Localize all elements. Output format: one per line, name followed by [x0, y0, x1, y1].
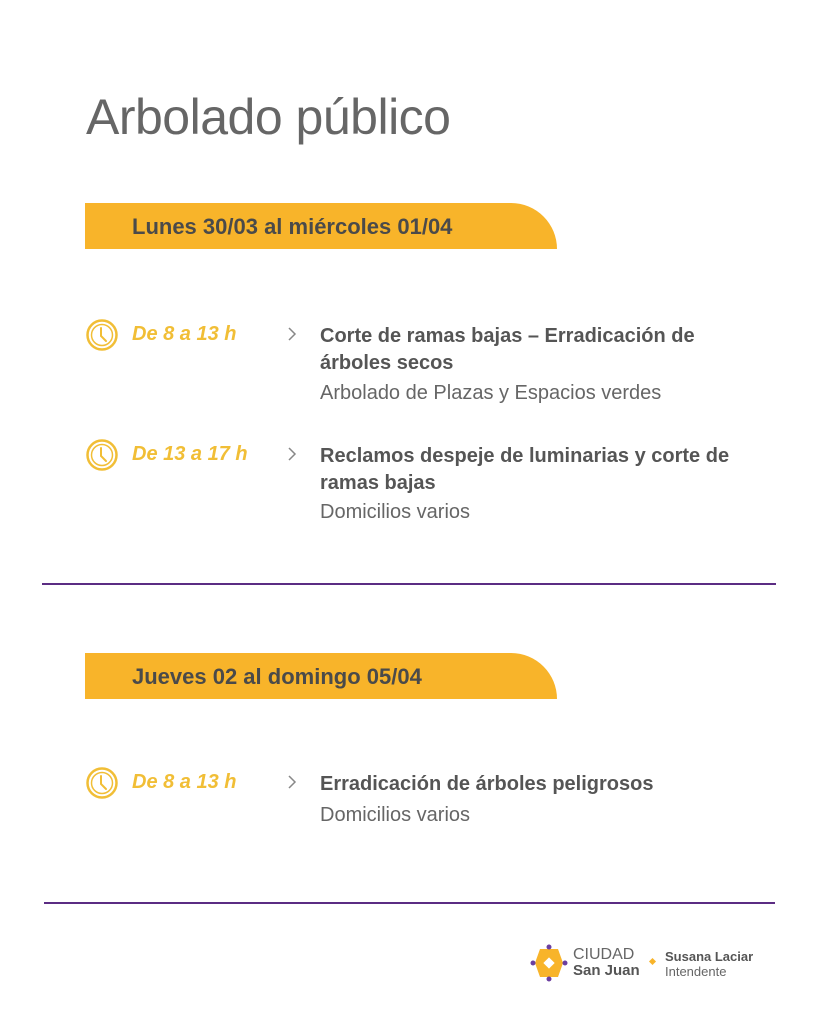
section-heading-banner: Lunes 30/03 al miércoles 01/04: [85, 203, 557, 249]
official-name: Susana Laciar: [665, 949, 754, 964]
section-heading: Jueves 02 al domingo 05/04: [132, 664, 422, 689]
task-location: Domicilios varios: [320, 804, 471, 826]
section-divider: [42, 583, 776, 585]
official-role: Intendente: [665, 964, 727, 979]
time-range: De 8 a 13 h: [132, 771, 237, 793]
section-heading: Lunes 30/03 al miércoles 01/04: [132, 214, 453, 239]
ciudad-san-juan-logo-icon: [530, 944, 568, 982]
chevron-right-icon: [288, 327, 297, 341]
chevron-right-icon: [288, 775, 297, 789]
clock-icon: [86, 439, 118, 471]
task-title: Erradicación de árboles peligrosos: [320, 773, 654, 795]
task-title: Reclamos despeje de luminarias y corte d…: [320, 445, 730, 494]
section-heading-banner: Jueves 02 al domingo 05/04: [85, 653, 557, 699]
brand-line2: San Juan: [573, 962, 640, 979]
chevron-right-icon: [288, 447, 297, 461]
separator-dot: [648, 957, 657, 966]
page-title: Arbolado público: [86, 89, 451, 145]
time-range: De 13 a 17 h: [132, 443, 248, 465]
brand-line1: CIUDAD: [573, 946, 635, 963]
time-range: De 8 a 13 h: [132, 323, 237, 345]
section-divider: [44, 902, 775, 904]
clock-icon: [86, 319, 118, 351]
task-location: Arbolado de Plazas y Espacios verdes: [320, 382, 662, 404]
clock-icon: [86, 767, 118, 799]
task-location: Domicilios varios: [320, 501, 471, 523]
task-title: Corte de ramas bajas – Erradicación de á…: [320, 325, 695, 374]
